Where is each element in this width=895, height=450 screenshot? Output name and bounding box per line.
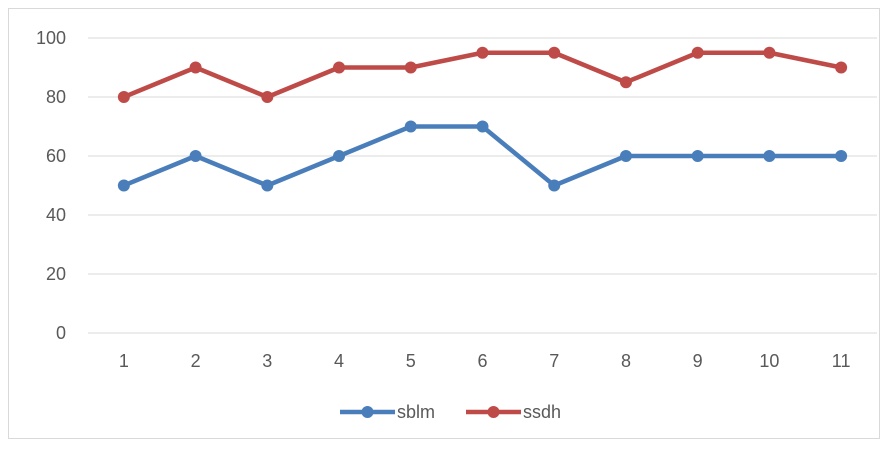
data-point: [333, 150, 346, 162]
chart-frame: [8, 8, 880, 439]
data-point: [189, 150, 202, 162]
data-point: [763, 150, 776, 162]
x-tick-label: 4: [334, 351, 344, 371]
series-line: [123, 50, 842, 100]
x-tick-label: 2: [191, 351, 201, 371]
x-tick-label: 8: [621, 351, 631, 371]
data-point: [476, 120, 489, 133]
x-tick-label: 1: [119, 351, 129, 371]
data-point: [835, 61, 848, 74]
x-tick-label: 6: [477, 351, 487, 371]
series-sblm: [117, 120, 848, 192]
y-tick-label: 100: [36, 28, 66, 48]
series-ssdh: [117, 46, 848, 103]
legend-swatch-marker: [487, 406, 500, 418]
x-tick-label: 7: [549, 351, 559, 371]
legend: sblm ssdh: [340, 402, 561, 422]
x-tick-label: 3: [262, 351, 272, 371]
x-tick-label: 9: [693, 351, 703, 371]
x-tick-label: 10: [759, 351, 779, 371]
data-point: [763, 46, 776, 59]
data-point: [619, 150, 632, 162]
series-lines: [117, 46, 848, 192]
data-point: [333, 61, 346, 74]
data-point: [548, 179, 561, 192]
data-point: [117, 91, 130, 103]
data-point: [117, 179, 130, 192]
data-point: [404, 61, 417, 74]
y-tick-label: 20: [46, 264, 66, 284]
y-tick-label: 0: [56, 323, 66, 343]
y-tick-label: 60: [46, 146, 66, 166]
data-point: [691, 46, 704, 59]
data-point: [261, 91, 274, 103]
y-tick-label: 40: [46, 205, 66, 225]
legend-label: sblm: [397, 402, 435, 422]
data-point: [548, 46, 561, 59]
y-axis-ticks: 0 20 40 60 80 100: [36, 28, 66, 343]
data-point: [189, 61, 202, 74]
y-tick-label: 80: [46, 87, 66, 107]
legend-item-ssdh: ssdh: [466, 402, 561, 422]
x-tick-label: 5: [406, 351, 416, 371]
data-point: [691, 150, 704, 162]
gridlines: [88, 37, 877, 334]
data-point: [476, 46, 489, 59]
x-axis-ticks: 1 2 3 4 5 6 7 8 9 10 11: [119, 351, 851, 371]
data-point: [261, 179, 274, 192]
data-point: [619, 76, 632, 89]
data-point: [835, 150, 848, 162]
x-tick-label: 11: [832, 351, 851, 371]
legend-item-sblm: sblm: [340, 402, 435, 422]
legend-label: ssdh: [523, 402, 561, 422]
data-point: [404, 120, 417, 133]
legend-swatch-marker: [361, 406, 374, 418]
